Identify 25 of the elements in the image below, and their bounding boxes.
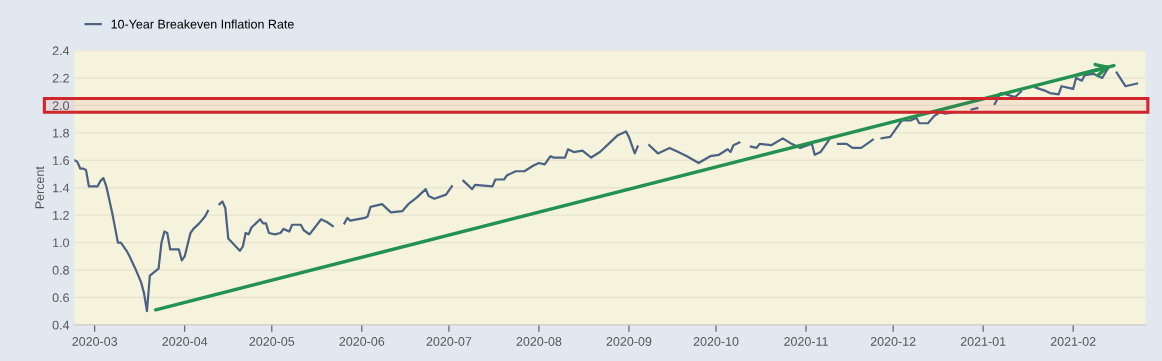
x-tick-label: 2020-04 bbox=[162, 337, 208, 346]
x-tick-label: 2020-12 bbox=[870, 337, 916, 346]
y-tick-label: 2.0 bbox=[52, 101, 70, 111]
x-tick-label: 2020-09 bbox=[606, 337, 652, 346]
x-tick-label: 2021-02 bbox=[1050, 337, 1096, 346]
y-tick-label: 0.6 bbox=[52, 293, 69, 303]
x-tick-label: 2020-10 bbox=[693, 337, 739, 346]
y-tick-label: 0.4 bbox=[52, 320, 70, 330]
legend-label: 10-Year Breakeven Inflation Rate bbox=[111, 19, 294, 29]
y-tick-label: 2.4 bbox=[52, 46, 70, 56]
y-tick-label: 1.2 bbox=[53, 210, 69, 220]
x-tick-label: 2020-06 bbox=[339, 337, 385, 346]
y-tick-label: 1.0 bbox=[53, 238, 70, 248]
y-tick-label: 1.4 bbox=[53, 183, 70, 193]
x-tick-label: 2020-05 bbox=[249, 337, 295, 346]
y-tick-label: 1.6 bbox=[53, 156, 69, 165]
x-tick-label: 2021-01 bbox=[960, 337, 1006, 346]
y-tick-label: 0.8 bbox=[52, 265, 69, 275]
y-tick-label: 1.8 bbox=[53, 128, 69, 138]
x-tick-label: 2020-08 bbox=[516, 337, 562, 346]
x-tick-label: 2020-11 bbox=[784, 337, 828, 346]
x-tick-label: 2020-03 bbox=[72, 337, 118, 346]
y-axis-title: Percent bbox=[35, 166, 45, 209]
y-tick-label: 2.2 bbox=[52, 73, 69, 83]
x-tick-label: 2020-07 bbox=[426, 337, 472, 346]
